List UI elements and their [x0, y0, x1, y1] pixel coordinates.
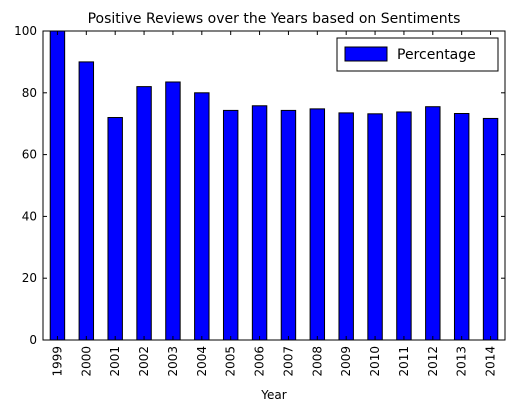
x-tick-label-2013: 2013 — [455, 346, 469, 377]
x-tick-label-2006: 2006 — [253, 346, 267, 377]
bar-2014 — [482, 117, 499, 341]
x-axis-label: Year — [260, 388, 286, 402]
y-tick-label-80: 80 — [22, 86, 37, 100]
x-tick-label-2007: 2007 — [281, 346, 295, 377]
y-tick-label-0: 0 — [29, 333, 37, 347]
x-tick-label-2001: 2001 — [108, 346, 122, 377]
bar-2004 — [194, 92, 210, 341]
y-tick-label-20: 20 — [22, 271, 37, 285]
y-tick-label-40: 40 — [22, 209, 37, 223]
x-tick-label-2009: 2009 — [339, 346, 353, 377]
bar-2001 — [107, 117, 123, 341]
bar-2000 — [78, 61, 95, 341]
bar-2010 — [367, 113, 383, 341]
bar-2007 — [280, 109, 297, 341]
bar-2011 — [396, 111, 412, 341]
x-tick-label-2000: 2000 — [79, 346, 93, 377]
y-tick-label-100: 100 — [14, 24, 37, 38]
bar-2012 — [425, 106, 441, 341]
plot-frame — [42, 30, 506, 341]
x-tick-label-2008: 2008 — [310, 346, 324, 377]
x-tick-label-2002: 2002 — [137, 346, 151, 377]
legend-swatch-percentage — [344, 46, 388, 62]
x-tick-label-2004: 2004 — [195, 346, 209, 377]
bar-2009 — [338, 112, 354, 341]
bar-2006 — [251, 105, 268, 341]
bar-2005 — [222, 109, 239, 341]
y-tick-label-60: 60 — [22, 148, 37, 162]
x-tick-label-2012: 2012 — [426, 346, 440, 377]
chart-title: Positive Reviews over the Years based on… — [88, 11, 461, 27]
bar-2002 — [136, 86, 152, 341]
x-tick-label-2014: 2014 — [484, 346, 498, 377]
x-tick-label-1999: 1999 — [50, 346, 64, 377]
bar-2008 — [309, 108, 326, 341]
bar-2013 — [453, 113, 470, 341]
legend-label-percentage: Percentage — [397, 47, 476, 63]
x-tick-label-2010: 2010 — [368, 346, 382, 377]
x-tick-label-2005: 2005 — [224, 346, 238, 377]
x-tick-label-2003: 2003 — [166, 346, 180, 377]
legend: Percentage — [336, 37, 499, 72]
bar-2003 — [165, 81, 181, 341]
bar-1999 — [49, 30, 66, 341]
x-tick-label-2011: 2011 — [397, 346, 411, 377]
